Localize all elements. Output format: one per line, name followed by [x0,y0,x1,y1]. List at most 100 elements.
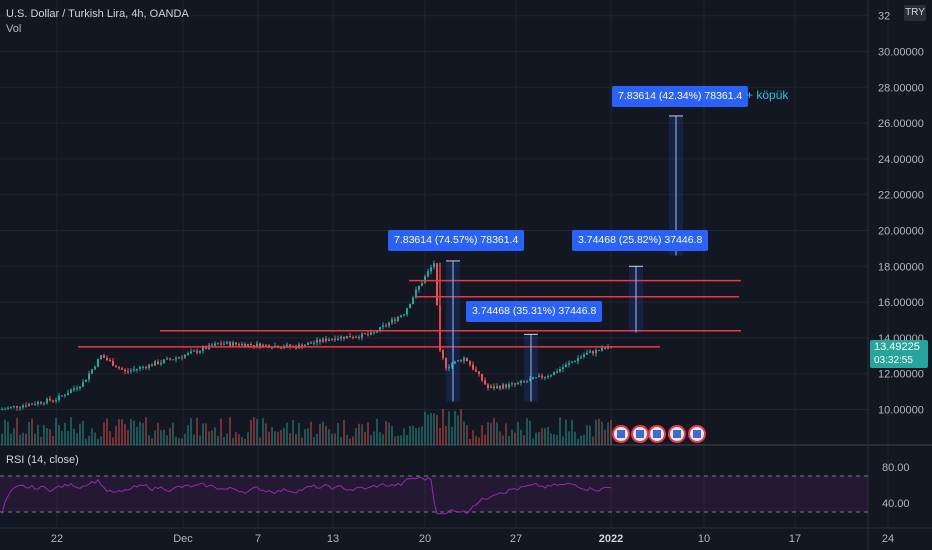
volume-bar [361,424,363,445]
currency-tag[interactable]: TRY [904,5,926,21]
volume-bar [256,418,258,445]
candle-body [49,398,51,401]
candle-body [145,366,147,369]
candle-body [166,358,168,360]
candle-body [301,344,303,347]
volume-bar [343,419,345,445]
candle-body [202,347,204,352]
candle-body [487,384,489,388]
volume-bar [352,436,354,445]
volume-bar [406,435,408,445]
rsi-tick-label: 40.00 [882,498,910,510]
candle-body [1,409,3,411]
time-tick-label: Dec [173,533,193,545]
volume-bar [511,429,513,445]
candle-body [550,375,552,377]
volume-bar [241,436,243,445]
candle-body [142,366,144,368]
volume-bar [466,425,468,445]
volume-bar [67,431,69,445]
volume-bar [7,421,9,445]
volume-bar [124,424,126,445]
candle-body [238,344,240,346]
volume-bar [490,422,492,445]
candle-body [331,338,333,340]
volume-bar [529,420,531,445]
candle-body [427,271,429,277]
volume-bar [109,431,111,445]
candle-body [574,361,576,363]
volume-bar [493,417,495,445]
measure-label-3[interactable]: 3.74468 (25.82%) 37446.8 [572,230,709,251]
bar-countdown: 03:32:55 [874,355,913,366]
volume-bar [106,418,108,445]
candle-body [304,344,306,347]
candle-body [16,406,18,408]
volume-bar [379,432,381,445]
candle-body [361,333,363,338]
candle-body [205,347,207,350]
candle-body [283,347,285,349]
time-tick-label: 24 [882,533,894,545]
volume-bar [262,418,264,445]
volume-bar [31,418,33,445]
volume-bar [277,431,279,445]
candle-body [253,345,255,347]
candle-body [307,342,309,345]
volume-bar [397,435,399,445]
volume-bar [85,438,87,445]
candle-body [190,351,192,354]
volume-bar [481,424,483,445]
candle-body [211,344,213,346]
candle-body [28,403,30,407]
candle-body [436,263,438,306]
volume-bar [478,437,480,445]
volume-bar [400,435,402,445]
candle-body [73,388,75,390]
volume-bar [598,418,600,445]
volume-bar [76,433,78,445]
candle-body [592,351,594,354]
candle-body [265,344,267,346]
candle-body [505,384,507,388]
volume-bar [70,417,72,445]
candle-body [442,350,444,359]
volume-bar [130,418,132,445]
candle-body [184,354,186,358]
volume-bar [166,435,168,445]
volume-bar [448,411,450,445]
volume-bar [607,422,609,445]
candle-body [40,401,42,404]
volume-bar [232,437,234,445]
measure-label-1[interactable]: 7.83614 (74.57%) 78361.4 [388,230,525,251]
candle-body [7,407,9,409]
candle-body [157,361,159,365]
volume-bar [220,418,222,445]
candle-body [217,343,219,345]
candle-body [256,343,258,347]
volume-bar [388,422,390,445]
measure-label-4[interactable]: 7.83614 (42.34%) 78361.4 [612,86,749,107]
candle-body [136,368,138,370]
volume-bar [538,432,540,445]
candle-body [601,347,603,351]
chart-title: U.S. Dollar / Turkish Lira, 4h, OANDA [6,8,189,20]
event-flag-icon [673,430,681,438]
candle-body [244,343,246,347]
candle-body [532,377,534,380]
measure-label-2[interactable]: 3.74468 (35.31%) 37446.8 [466,301,603,322]
volume-bar [523,435,525,445]
volume-bar [226,433,228,445]
volume-bar [469,438,471,445]
volume-bar [445,426,447,445]
volume-bar [244,438,246,445]
volume-bar [55,417,57,445]
volume-bar [13,428,15,445]
candle-body [403,314,405,316]
candle-body [445,358,447,369]
candle-body [310,342,312,344]
time-tick-label: 20 [419,533,431,545]
candle-body [199,351,201,353]
volume-bar [421,426,423,445]
